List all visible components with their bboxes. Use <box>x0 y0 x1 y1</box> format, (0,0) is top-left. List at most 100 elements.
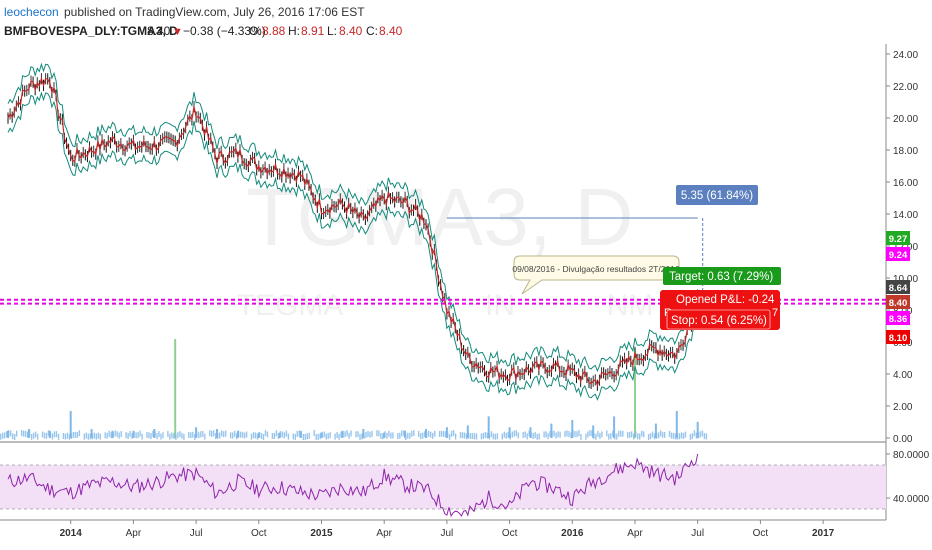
volume-bar-minor <box>49 431 52 438</box>
volume-bar-minor <box>243 432 246 439</box>
rsi-indicator[interactable] <box>0 453 886 518</box>
volume-bar-minor <box>296 431 298 438</box>
price-tick-label: 18.00 <box>893 146 918 157</box>
volume-bar-minor <box>703 433 706 440</box>
volume-bar-minor <box>448 433 451 440</box>
volume-bar-minor <box>649 433 652 440</box>
volume-bar-minor <box>608 433 610 440</box>
volume-bar-minor <box>20 430 23 437</box>
volume-bar-minor <box>125 432 127 439</box>
author-link[interactable]: leochecon <box>4 5 59 19</box>
volume-bar <box>675 411 678 438</box>
volume-bar-minor <box>655 432 658 439</box>
volume-bar-minor <box>693 430 696 437</box>
volume-bar <box>174 339 177 438</box>
volume-bar-minor <box>217 432 219 439</box>
volume-bar-minor <box>306 433 308 440</box>
volume-bar-minor <box>397 433 399 440</box>
volume-bar-minor <box>292 433 294 440</box>
price-badge-label: 9.27 <box>889 234 908 245</box>
callout-note[interactable]: 09/08/2016 - Divulgação resultados 2T/20… <box>512 255 680 295</box>
volume-bar-minor <box>260 433 263 440</box>
volume-bar-minor <box>641 430 643 437</box>
volume-bar-minor <box>219 432 221 439</box>
volume-bar-minor <box>154 431 156 438</box>
projection-tool[interactable]: 5.35 (61.84%) <box>446 185 758 304</box>
rsi-line <box>7 453 699 518</box>
volume-bar-minor <box>413 430 415 437</box>
volume-bar-minor <box>209 430 211 437</box>
price-badge-label: 8.10 <box>889 333 908 344</box>
volume-bar-minor <box>612 430 614 437</box>
volume-bar-minor <box>557 431 559 438</box>
volume-bar-minor <box>390 432 392 439</box>
position-tool[interactable]: Target: 0.63 (7.29%) Opened P&L: -0.24 R… <box>660 267 781 330</box>
price-badge <box>886 330 910 344</box>
volume-bar-minor <box>359 433 361 440</box>
volume-bar-minor <box>484 432 487 439</box>
volume-bar-minor <box>188 432 190 439</box>
volume-bar-minor <box>114 430 116 437</box>
price-tick-label: 20.00 <box>893 114 918 125</box>
price-badge <box>886 311 910 325</box>
price-tick-label: 10.00 <box>893 274 918 285</box>
low-value: 8.40 <box>339 24 363 38</box>
volume-bar <box>550 423 553 438</box>
time-tick-label: Oct <box>251 528 267 539</box>
volume-bar-minor <box>4 432 6 439</box>
volume-bar-minor <box>57 433 60 440</box>
volume-bar-minor <box>239 431 242 438</box>
volume-bar-minor <box>647 433 650 440</box>
volume-bar-minor <box>553 430 555 437</box>
volume-bar-minor <box>663 431 666 438</box>
volume-bar <box>613 416 616 438</box>
target-label-box <box>663 267 781 285</box>
volume-bar-minor <box>378 430 380 437</box>
volume-bar-minor <box>346 430 348 437</box>
volume-bar-minor <box>271 433 274 440</box>
price-tick-label: 0.00 <box>893 434 913 445</box>
volume-bar-minor <box>116 431 118 438</box>
volume-bar-minor <box>256 433 259 440</box>
volume-bar-minor <box>211 430 213 437</box>
volume-bar-minor <box>68 433 71 440</box>
volume-bar-minor <box>513 430 515 437</box>
volume-bar-minor <box>392 432 394 439</box>
target-label: Target: 0.63 (7.29%) <box>669 271 773 283</box>
volume-bar-minor <box>589 430 591 437</box>
volume-bar-minor <box>196 430 198 437</box>
price-tick-label: 4.00 <box>893 370 913 381</box>
volume-bar-minor <box>97 432 99 439</box>
volume-bar-minor <box>528 430 530 437</box>
high-label: H: <box>288 24 300 38</box>
volume-bar-minor <box>110 432 112 439</box>
risk-suffix-label: 7 <box>772 307 778 319</box>
volume-bar-minor <box>225 430 227 437</box>
volume-bar-minor <box>606 430 608 437</box>
volume-bar-minor <box>576 431 578 438</box>
volume-bar-minor <box>361 433 363 440</box>
volume-bar-minor <box>24 430 27 437</box>
volume-bar-minor <box>463 432 466 439</box>
volume-bar-minor <box>494 433 497 440</box>
volume-bar-minor <box>568 431 570 438</box>
volume-bar-minor <box>0 433 2 440</box>
volume-bar-minor <box>215 433 217 440</box>
volume-bar-minor <box>275 430 278 437</box>
volume-bar-minor <box>200 431 202 438</box>
volume-bar-minor <box>486 432 489 439</box>
volume-bar-minor <box>85 432 87 439</box>
volume-bar-minor <box>564 430 566 437</box>
price-pane[interactable] <box>0 44 886 442</box>
volume-bar-minor <box>16 430 18 437</box>
volume-bar-minor <box>350 430 352 437</box>
volume-bar-minor <box>503 431 505 438</box>
volume-bar-minor <box>95 433 97 440</box>
volume-bar-minor <box>327 432 329 439</box>
volume-bar-minor <box>150 433 152 440</box>
volume-bar-minor <box>672 432 675 439</box>
time-axis[interactable]: 2014 Apr Jul Oct 2015 Apr Jul Oct 2016 Apr Jul Oct 2… <box>60 520 835 539</box>
volume-bar-minor <box>70 432 73 439</box>
opened-pl-label: Opened P&L: -0.24 <box>676 294 775 306</box>
volume-bar-minor <box>585 433 587 440</box>
